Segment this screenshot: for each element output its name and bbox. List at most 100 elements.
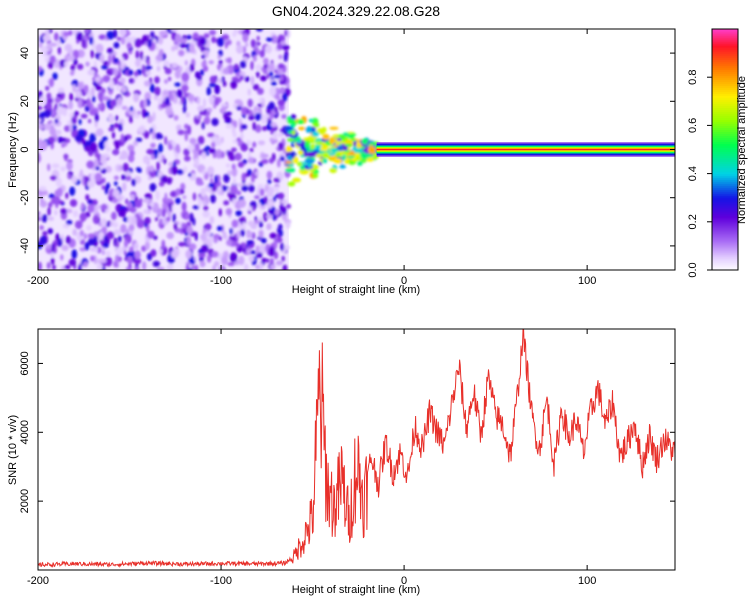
- heatmap-cell: [70, 64, 76, 71]
- heatmap-cell: [57, 46, 62, 55]
- heatmap-cell: [70, 70, 75, 76]
- heatmap-cell: [242, 248, 247, 253]
- y-tick-label: 40: [19, 47, 31, 59]
- colorbar-segment: [712, 97, 738, 100]
- heatmap-cell: [266, 73, 270, 79]
- heatmap-cell: [91, 199, 98, 206]
- plot1-ylabel: Frequency (Hz): [7, 112, 19, 188]
- heatmap-cell: [45, 244, 53, 249]
- heatmap-cell: [201, 244, 209, 253]
- heatmap-cell: [277, 88, 286, 95]
- heatmap-cell: [98, 258, 107, 264]
- colorbar-segment: [712, 121, 738, 124]
- heatmap-cell: [218, 60, 223, 65]
- colorbar-segment: [712, 125, 738, 129]
- heatmap-cell: [339, 164, 347, 169]
- plot2-frame: [37, 328, 676, 571]
- heatmap-cell: [277, 192, 285, 199]
- heatmap-cell: [211, 141, 216, 148]
- heatmap-cell: [115, 247, 123, 256]
- heatmap-cell: [286, 83, 291, 89]
- colorbar-segment: [712, 123, 738, 126]
- colorbar-segment: [712, 161, 738, 165]
- heatmap-cell: [87, 203, 95, 213]
- heatmap-cell: [270, 81, 277, 86]
- heatmap-cell: [113, 175, 119, 180]
- heatmap-cell: [240, 124, 248, 130]
- colorbar-segment: [712, 191, 738, 195]
- colorbar-segment: [712, 217, 738, 221]
- heatmap-cell: [75, 90, 82, 99]
- heatmap-cell: [228, 151, 234, 161]
- colorbar-segment: [712, 221, 738, 225]
- heatmap-cell: [99, 165, 104, 171]
- heatmap-cell: [102, 177, 106, 184]
- heatmap-cell: [219, 190, 225, 196]
- heatmap-cell: [298, 126, 306, 131]
- heatmap-cell: [185, 112, 190, 118]
- heatmap-cell: [110, 221, 114, 227]
- heatmap-cell: [108, 54, 112, 65]
- heatmap-cell: [182, 195, 187, 200]
- heatmap-cell: [98, 139, 106, 150]
- heatmap-cell: [135, 137, 143, 142]
- heatmap-cell: [206, 112, 210, 118]
- heatmap-cells: [38, 29, 381, 270]
- heatmap-cell: [230, 80, 238, 89]
- heatmap-cell: [189, 137, 197, 145]
- heatmap-cell: [284, 29, 288, 37]
- heatmap-cell: [357, 147, 363, 154]
- heatmap-cell: [311, 131, 320, 137]
- colorbar-segment: [712, 113, 738, 116]
- heatmap-cell: [163, 60, 170, 67]
- heatmap-cell: [151, 130, 156, 140]
- heatmap-cell: [244, 76, 250, 82]
- heatmap-cell: [208, 183, 215, 188]
- heatmap-cell: [172, 213, 176, 223]
- heatmap-cell: [356, 141, 361, 149]
- heatmap-cell: [67, 173, 72, 180]
- heatmap-cell: [39, 225, 44, 231]
- heatmap-cell: [172, 95, 178, 104]
- heatmap-cell: [277, 142, 284, 151]
- colorbar-segment: [712, 139, 738, 143]
- heatmap-cell: [181, 222, 187, 229]
- heatmap-cell: [247, 157, 255, 164]
- heatmap-cell: [47, 206, 51, 216]
- heatmap-cell: [260, 159, 269, 164]
- colorbar-segment: [712, 29, 738, 32]
- heatmap-cell: [47, 216, 55, 221]
- colorbar-segment: [712, 259, 738, 263]
- heatmap-cell: [166, 232, 174, 240]
- heatmap-cell: [266, 223, 272, 231]
- heatmap-cell: [117, 197, 122, 203]
- heatmap-cell: [39, 212, 43, 219]
- heatmap-cell: [90, 255, 95, 262]
- heatmap-cell: [129, 78, 133, 84]
- heatmap-cell: [250, 39, 256, 48]
- heatmap-cell: [139, 50, 144, 60]
- heatmap-cell: [186, 225, 193, 235]
- colorbar-segment: [712, 167, 738, 171]
- heatmap-cell: [282, 206, 287, 215]
- colorbar-segment: [712, 137, 738, 141]
- heatmap-cell: [69, 199, 78, 207]
- colorbar-segment: [712, 145, 738, 149]
- heatmap-cell: [81, 137, 86, 145]
- heatmap-cell: [269, 62, 275, 72]
- heatmap-cell: [304, 158, 315, 164]
- heatmap-cell: [155, 217, 158, 222]
- heatmap-cell: [192, 205, 200, 210]
- heatmap-cell: [212, 264, 217, 270]
- heatmap-cell: [197, 114, 202, 120]
- colorbar-segment: [712, 115, 738, 118]
- heatmap-cell: [261, 153, 269, 158]
- heatmap-cell: [115, 115, 119, 121]
- heatmap-cell: [207, 132, 215, 138]
- heatmap-cell: [101, 266, 106, 270]
- heatmap-cell: [137, 168, 142, 173]
- heatmap-cell: [53, 209, 58, 216]
- heatmap-cell: [128, 69, 134, 76]
- heatmap-cell: [52, 72, 58, 81]
- colorbar-segment: [712, 245, 738, 249]
